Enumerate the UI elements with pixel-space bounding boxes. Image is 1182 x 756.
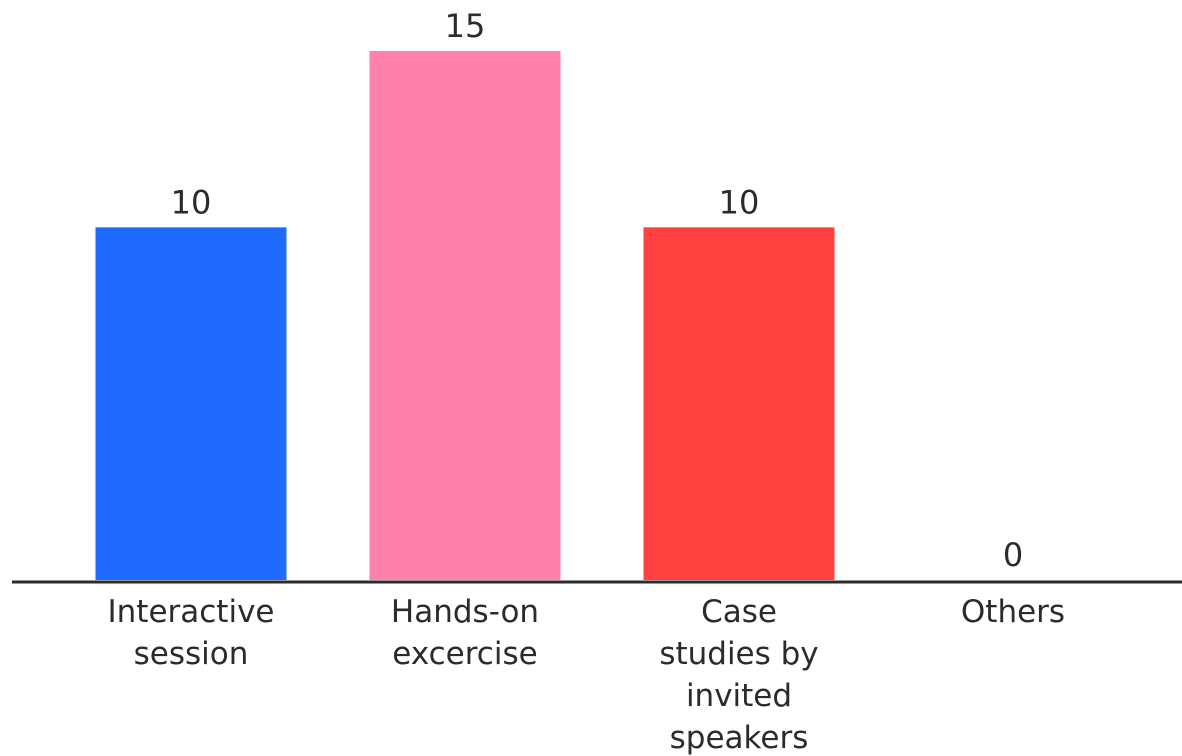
bar-1 — [369, 51, 561, 580]
category-label-3: Others — [961, 594, 1065, 630]
category-label-line: Others — [961, 594, 1065, 630]
category-label-line: studies by — [659, 636, 818, 672]
category-label-line: Case — [701, 594, 777, 630]
value-labels-group: 10 15 10 0 — [171, 7, 1024, 574]
category-label-1: Hands-on excercise — [391, 594, 539, 672]
category-label-line: speakers — [670, 720, 809, 756]
category-label-2: Case studies by invited speakers — [659, 594, 818, 756]
category-label-0: Interactive session — [108, 594, 275, 672]
category-label-line: Interactive — [108, 594, 275, 630]
category-label-line: excercise — [392, 636, 537, 672]
value-label-3: 0 — [1003, 536, 1023, 574]
category-label-line: session — [134, 636, 249, 672]
value-label-0: 10 — [171, 183, 212, 221]
category-label-line: invited — [686, 678, 792, 714]
bar-2 — [643, 227, 835, 581]
category-labels-group: Interactive session Hands-on excercise Case s… — [108, 594, 1066, 756]
category-label-line: Hands-on — [391, 594, 539, 630]
value-label-2: 10 — [719, 183, 760, 221]
bars-group — [95, 51, 835, 581]
value-label-1: 15 — [445, 7, 486, 45]
bar-0 — [95, 227, 287, 581]
